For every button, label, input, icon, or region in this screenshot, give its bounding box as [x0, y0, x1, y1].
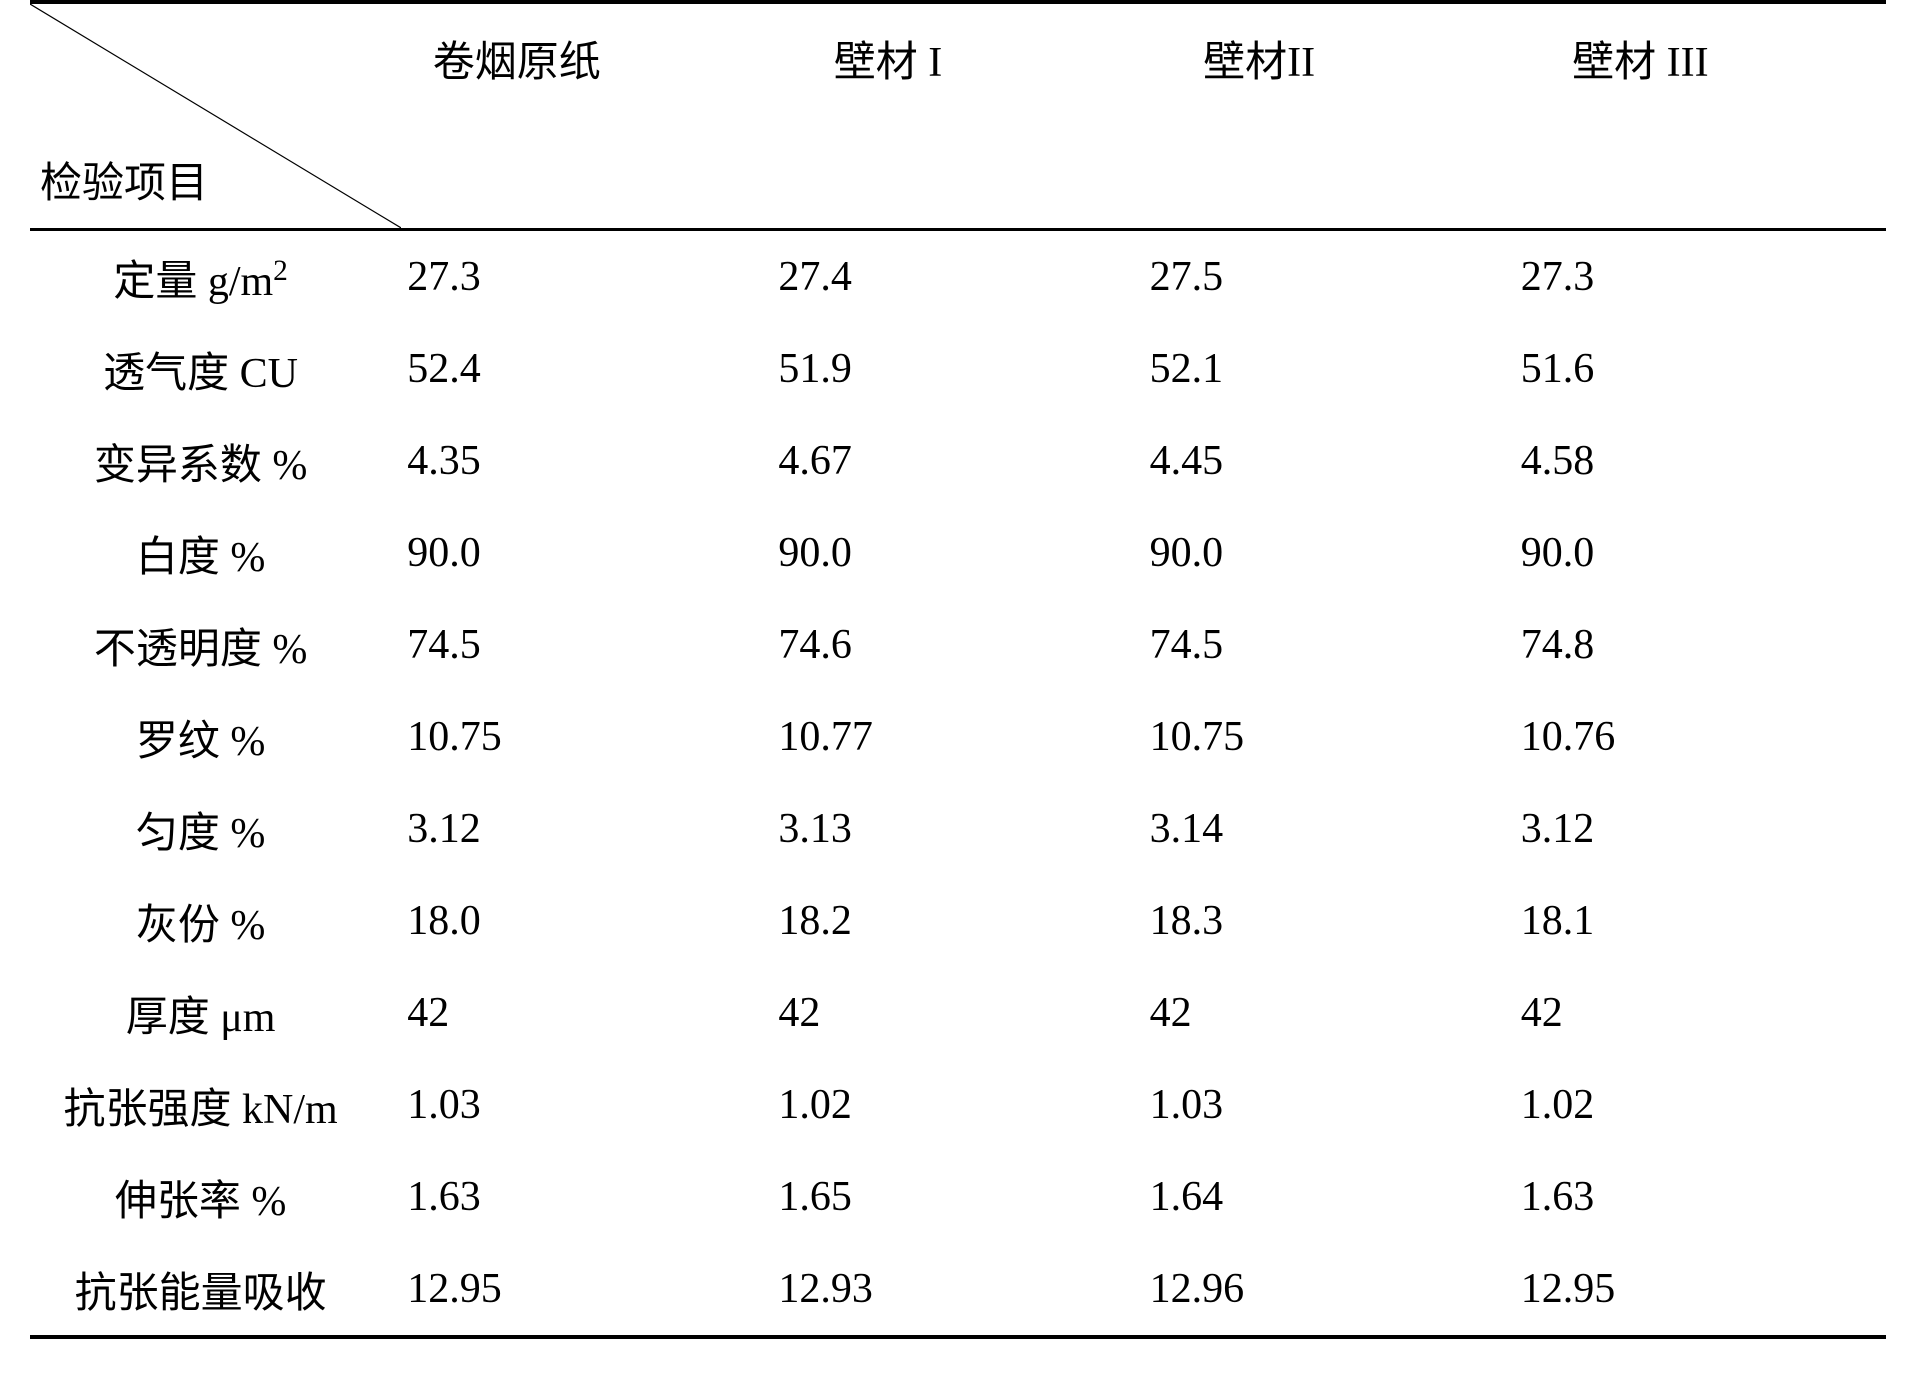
column-header: 卷烟原纸 [401, 2, 772, 230]
cell: 1.63 [1515, 1151, 1886, 1243]
cell: 90.0 [1515, 507, 1886, 599]
cell: 74.6 [772, 599, 1143, 691]
column-header: 壁材 I [772, 2, 1143, 230]
cell: 42 [1515, 967, 1886, 1059]
table-row: 白度 % 90.0 90.0 90.0 90.0 [30, 507, 1886, 599]
table-row: 匀度 % 3.12 3.13 3.14 3.12 [30, 783, 1886, 875]
cell: 18.1 [1515, 875, 1886, 967]
table-row: 伸张率 % 1.63 1.65 1.64 1.63 [30, 1151, 1886, 1243]
cell: 4.58 [1515, 415, 1886, 507]
table-row: 灰份 % 18.0 18.2 18.3 18.1 [30, 875, 1886, 967]
cell: 42 [772, 967, 1143, 1059]
cell: 74.5 [1144, 599, 1515, 691]
cell: 1.02 [772, 1059, 1143, 1151]
cell: 12.95 [1515, 1243, 1886, 1337]
table-row: 透气度 CU 52.4 51.9 52.1 51.6 [30, 323, 1886, 415]
table-row: 罗纹 % 10.75 10.77 10.75 10.76 [30, 691, 1886, 783]
row-label: 定量 g/m2 [30, 230, 401, 324]
cell: 18.2 [772, 875, 1143, 967]
cell: 10.76 [1515, 691, 1886, 783]
cell: 74.5 [401, 599, 772, 691]
cell: 51.9 [772, 323, 1143, 415]
cell: 1.65 [772, 1151, 1143, 1243]
cell: 27.3 [401, 230, 772, 324]
cell: 10.77 [772, 691, 1143, 783]
cell: 12.95 [401, 1243, 772, 1337]
diagonal-header-cell: 检验项目 [30, 2, 401, 230]
table-row: 不透明度 % 74.5 74.6 74.5 74.8 [30, 599, 1886, 691]
table-row: 定量 g/m2 27.3 27.4 27.5 27.3 [30, 230, 1886, 324]
cell: 52.4 [401, 323, 772, 415]
cell: 1.03 [401, 1059, 772, 1151]
table-row: 变异系数 % 4.35 4.67 4.45 4.58 [30, 415, 1886, 507]
table-row: 抗张能量吸收 12.95 12.93 12.96 12.95 [30, 1243, 1886, 1337]
cell: 27.4 [772, 230, 1143, 324]
cell: 3.12 [401, 783, 772, 875]
cell: 90.0 [772, 507, 1143, 599]
cell: 1.64 [1144, 1151, 1515, 1243]
cell: 1.63 [401, 1151, 772, 1243]
row-label: 抗张强度 kN/m [30, 1059, 401, 1151]
cell: 90.0 [401, 507, 772, 599]
cell: 12.93 [772, 1243, 1143, 1337]
row-axis-label: 检验项目 [40, 149, 208, 210]
cell: 18.3 [1144, 875, 1515, 967]
row-label: 伸张率 % [30, 1151, 401, 1243]
row-label: 匀度 % [30, 783, 401, 875]
table-row: 厚度 μm 42 42 42 42 [30, 967, 1886, 1059]
cell: 4.45 [1144, 415, 1515, 507]
table-header-row: 检验项目 卷烟原纸 壁材 I 壁材II 壁材 III [30, 2, 1886, 230]
row-label: 变异系数 % [30, 415, 401, 507]
cell: 4.67 [772, 415, 1143, 507]
cell: 52.1 [1144, 323, 1515, 415]
row-label: 厚度 μm [30, 967, 401, 1059]
row-label: 灰份 % [30, 875, 401, 967]
row-label: 罗纹 % [30, 691, 401, 783]
cell: 27.3 [1515, 230, 1886, 324]
cell: 51.6 [1515, 323, 1886, 415]
row-label: 白度 % [30, 507, 401, 599]
cell: 10.75 [401, 691, 772, 783]
cell: 42 [1144, 967, 1515, 1059]
column-header: 壁材 III [1515, 2, 1886, 230]
cell: 1.03 [1144, 1059, 1515, 1151]
cell: 10.75 [1144, 691, 1515, 783]
cell: 74.8 [1515, 599, 1886, 691]
row-label: 透气度 CU [30, 323, 401, 415]
table-row: 抗张强度 kN/m 1.03 1.02 1.03 1.02 [30, 1059, 1886, 1151]
cell: 1.02 [1515, 1059, 1886, 1151]
cell: 3.14 [1144, 783, 1515, 875]
cell: 4.35 [401, 415, 772, 507]
cell: 3.12 [1515, 783, 1886, 875]
row-label: 不透明度 % [30, 599, 401, 691]
cell: 3.13 [772, 783, 1143, 875]
cell: 42 [401, 967, 772, 1059]
cell: 90.0 [1144, 507, 1515, 599]
cell: 27.5 [1144, 230, 1515, 324]
page: 检验项目 卷烟原纸 壁材 I 壁材II 壁材 III 定量 g/m2 27.3 … [0, 0, 1916, 1380]
cell: 12.96 [1144, 1243, 1515, 1337]
properties-table: 检验项目 卷烟原纸 壁材 I 壁材II 壁材 III 定量 g/m2 27.3 … [30, 0, 1886, 1339]
cell: 18.0 [401, 875, 772, 967]
row-label: 抗张能量吸收 [30, 1243, 401, 1337]
column-header: 壁材II [1144, 2, 1515, 230]
table-body: 定量 g/m2 27.3 27.4 27.5 27.3 透气度 CU 52.4 … [30, 230, 1886, 1338]
